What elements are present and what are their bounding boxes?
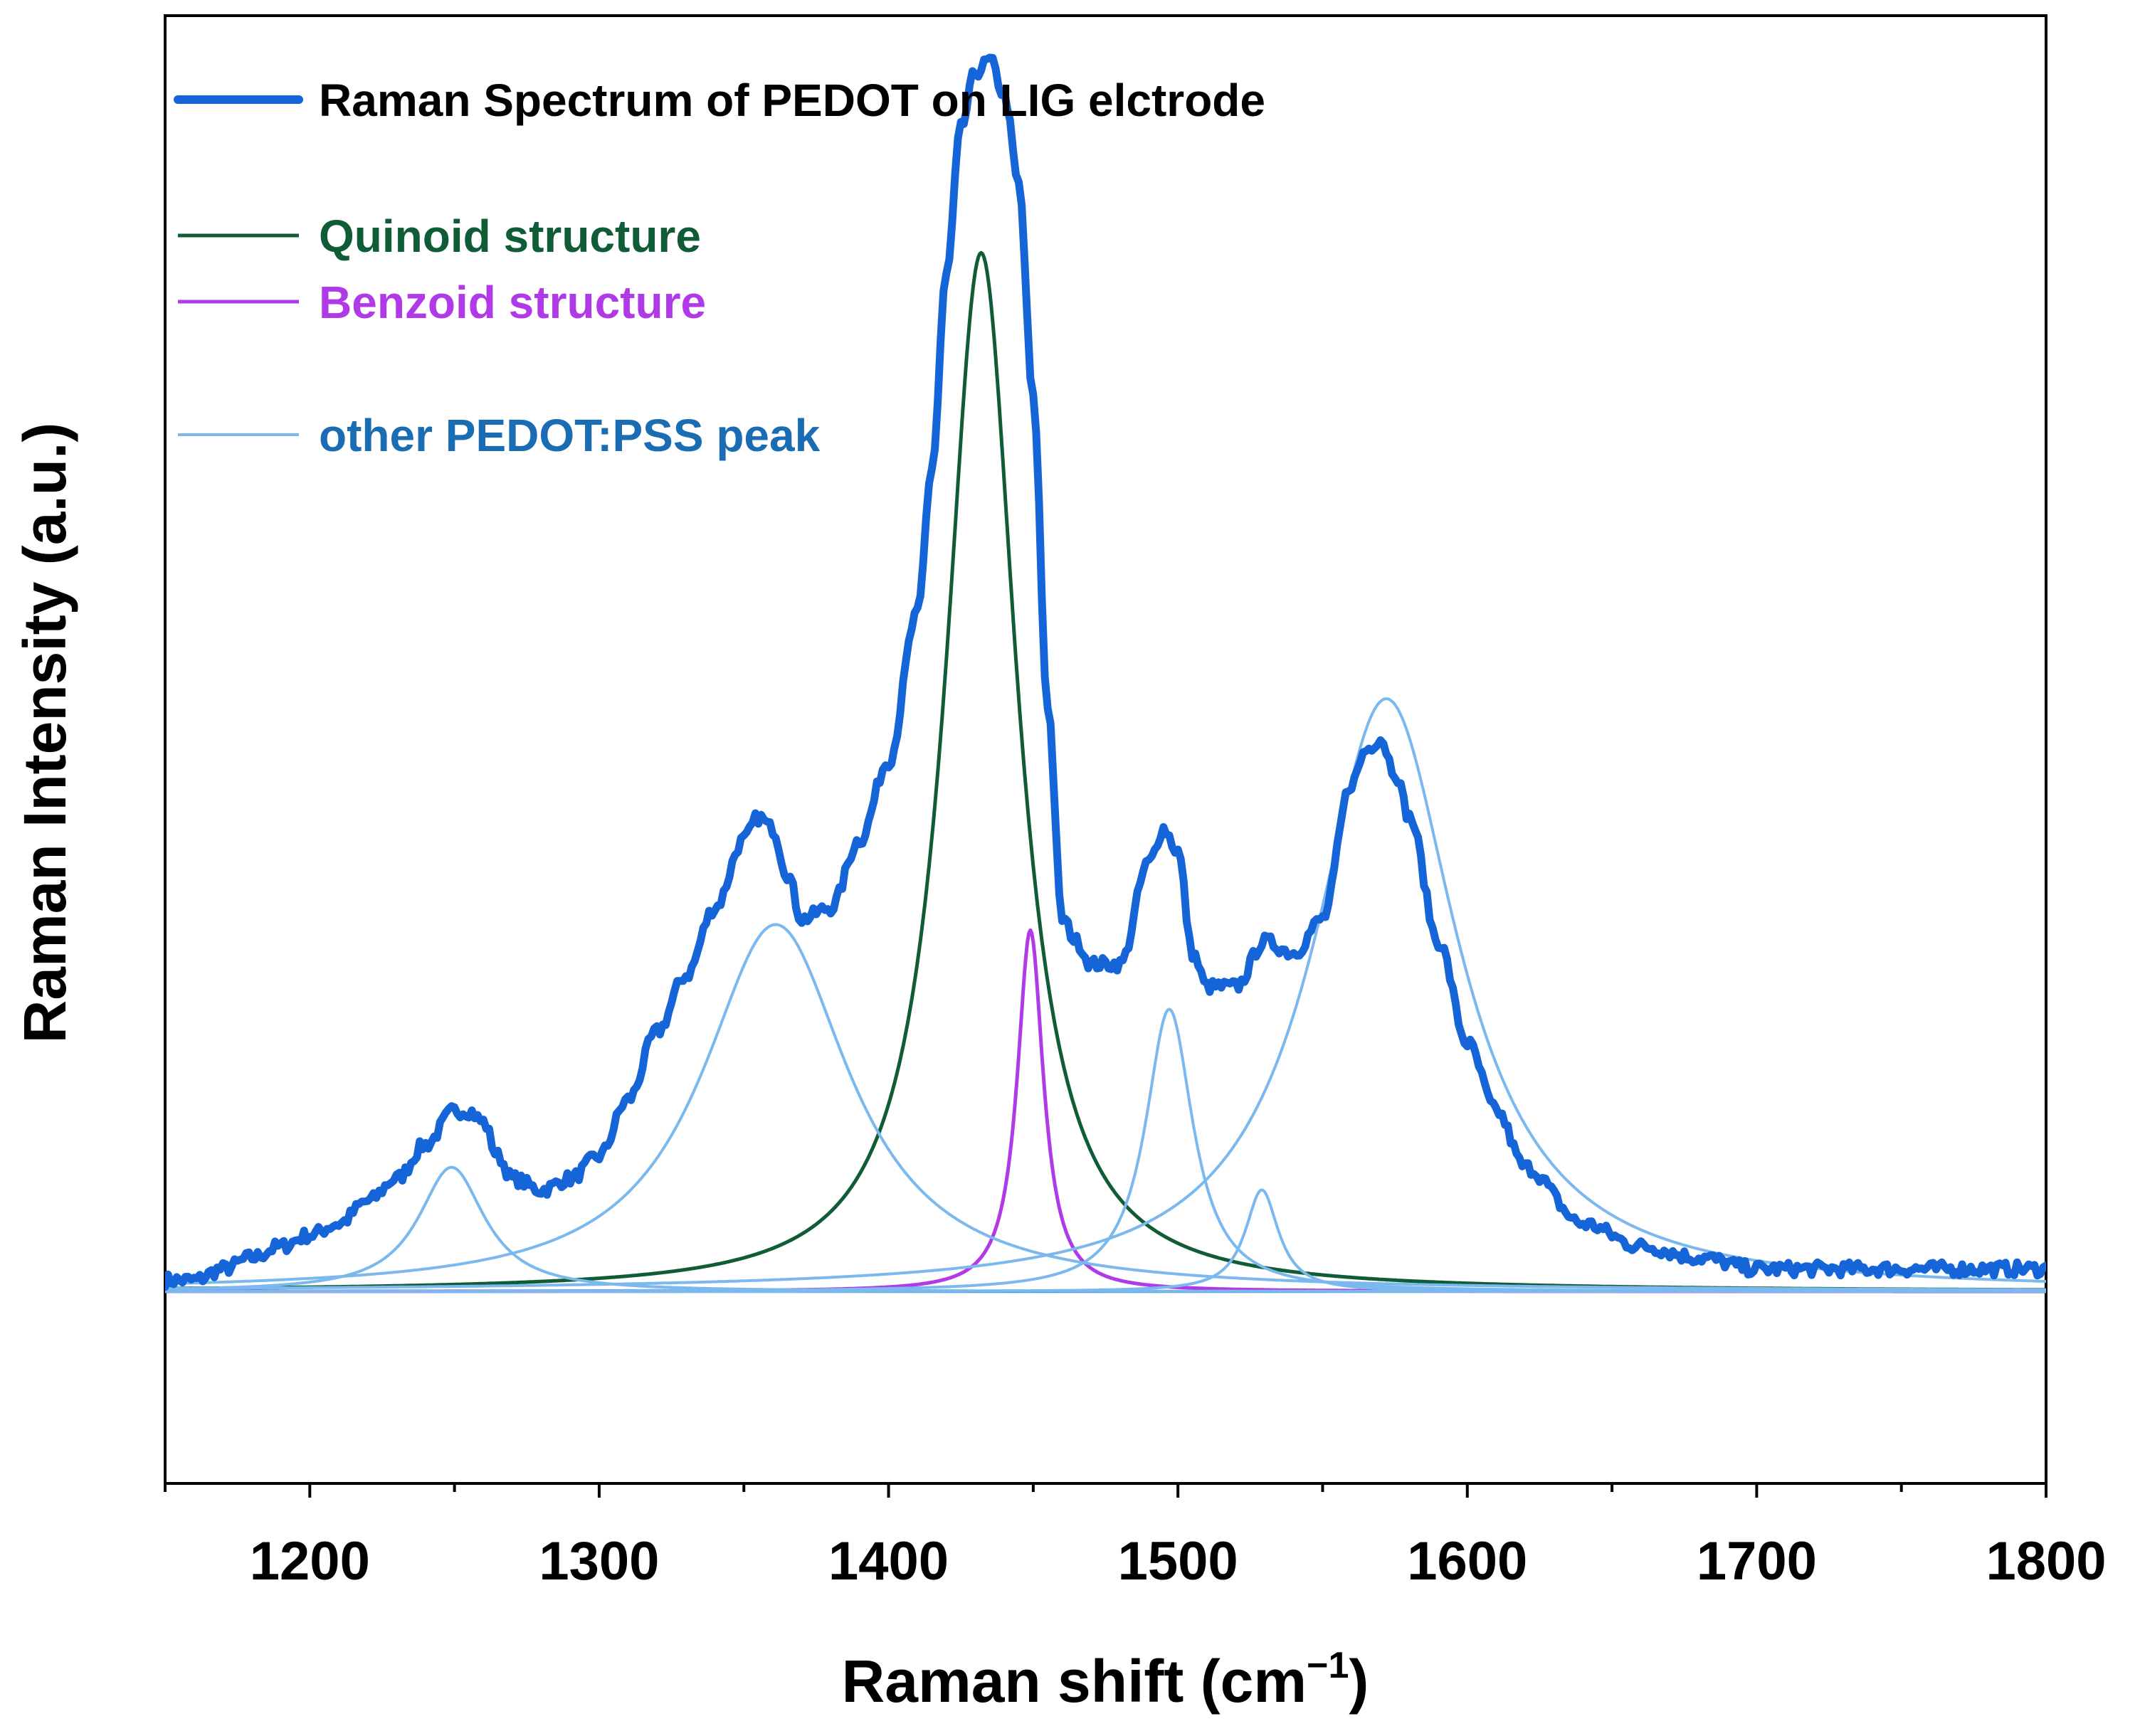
x-tick-label-1500: 1500 [1118, 1531, 1238, 1592]
legend-label-quinoid: Quinoid structure [319, 211, 701, 262]
x-tick-label-1300: 1300 [539, 1531, 659, 1592]
fit-curve-other-pedot-pss-peak-1 [165, 923, 2046, 1291]
legend-label-measured: Raman Spectrum of PEDOT on LIG elctrode [319, 75, 1265, 126]
x-tick-label-1400: 1400 [828, 1531, 949, 1592]
x-tick-label-1800: 1800 [1986, 1531, 2106, 1592]
plot-frame [164, 14, 2047, 1485]
legend-label-benzoid: Benzoid structure [319, 277, 706, 328]
legend: Raman Spectrum of PEDOT on LIG elctrode … [174, 75, 1265, 461]
x-tick-label-1200: 1200 [250, 1531, 370, 1592]
fit-curve-quinoid-structure-0 [165, 250, 2046, 1292]
fit-curve-other-pedot-pss-peak-3 [165, 1188, 2046, 1293]
x-axis-title: Raman shift (cm−1) [842, 1645, 1369, 1715]
y-axis-title: Raman Intensity (a.u.) [11, 423, 78, 1044]
x-ticks-group [164, 1483, 2047, 1498]
curves-group [165, 53, 2046, 1293]
fit-curve-other-pedot-pss-peak-2 [165, 1007, 2046, 1293]
x-tick-label-1700: 1700 [1697, 1531, 1817, 1592]
x-tick-labels: 1200 1300 1400 1500 1600 1700 1800 [250, 1531, 2107, 1592]
x-tick-label-1600: 1600 [1407, 1531, 1527, 1592]
fit-curve-other-pedot-pss-peak-4 [165, 697, 2046, 1290]
x-axis-title-superscript: −1 [1307, 1645, 1349, 1686]
legend-label-other: other PEDOT:PSS peak [319, 410, 821, 461]
measured-spectrum-line [165, 53, 2046, 1291]
